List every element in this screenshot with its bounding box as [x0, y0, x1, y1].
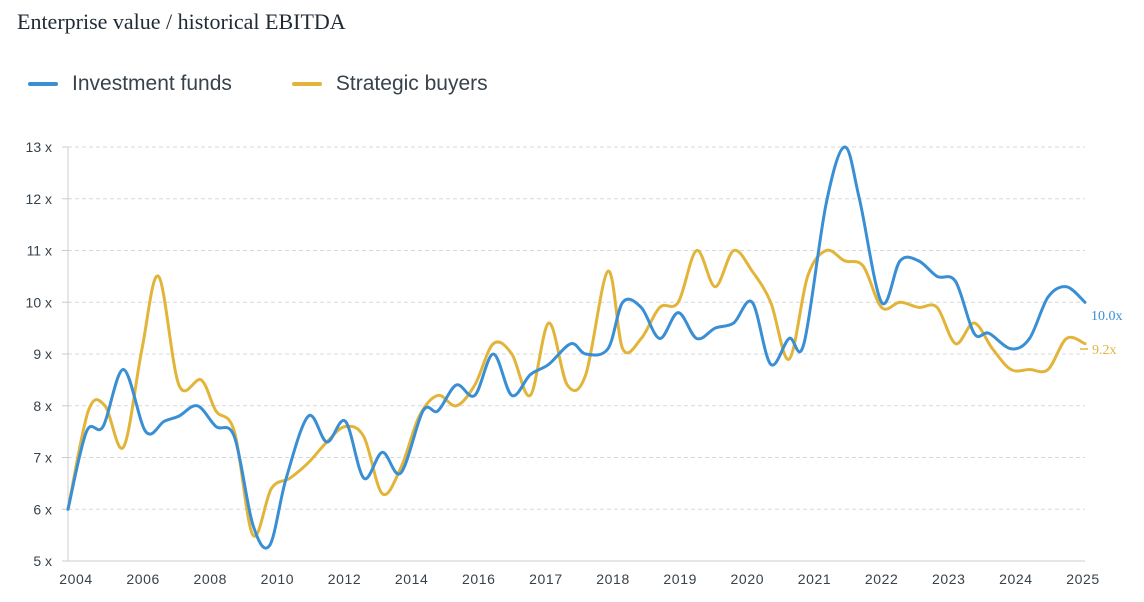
legend-label-investment-funds: Investment funds [72, 72, 232, 95]
legend-swatch-strategic-buyers [291, 82, 322, 86]
x-tick-label: 2025 [1066, 571, 1100, 587]
x-tick-label: 2022 [865, 571, 899, 587]
x-tick-label: 2014 [395, 571, 429, 587]
x-tick-label: 2012 [328, 571, 362, 587]
end-label-strategic-buyers: 9.2x [1092, 343, 1117, 358]
x-tick-label: 2020 [731, 571, 765, 587]
series-layer [66, 145, 1087, 550]
x-tick-label: 2018 [596, 571, 630, 587]
y-tick-label: 12 x [26, 191, 52, 207]
x-tick-label: 2006 [126, 571, 160, 587]
grid-layer [68, 146, 1085, 510]
series-line-investment-funds [66, 145, 1087, 550]
x-tick-label: 2019 [663, 571, 697, 587]
y-tick-label: 8 x [33, 398, 52, 414]
y-tick-label: 7 x [33, 450, 52, 466]
y-tick-label: 13 x [26, 139, 52, 155]
legend-item-strategic-buyers: Strategic buyers [291, 72, 488, 96]
x-tick-label: 2010 [261, 571, 295, 587]
x-tick-label: 2008 [193, 571, 227, 587]
x-tick-label: 2004 [59, 571, 93, 587]
series-line-strategic-buyers [66, 248, 1087, 538]
y-tick-label: 9 x [33, 346, 52, 362]
y-tick-label: 5 x [33, 553, 52, 569]
legend-label-strategic-buyers: Strategic buyers [335, 72, 488, 95]
x-tick-label: 2024 [999, 571, 1033, 587]
y-tick-label: 6 x [33, 501, 52, 517]
x-tick-label: 2016 [462, 571, 496, 587]
y-tick-label: 11 x [27, 243, 52, 259]
x-tick-label: 2017 [529, 571, 563, 587]
legend-item-investment-funds: Investment funds [28, 72, 232, 96]
label-layer: 10.0x 9.2x [1080, 309, 1123, 358]
end-label-investment-funds: 10.0x [1091, 309, 1123, 324]
y-tick-label: 10 x [26, 294, 52, 310]
legend: Investment funds Strategic buyers [28, 72, 548, 96]
legend-swatch-investment-funds [28, 82, 58, 86]
x-tick-label: 2021 [798, 571, 832, 587]
chart-title: Enterprise value / historical EBITDA [17, 9, 346, 34]
x-tick-label: 2023 [932, 571, 966, 587]
axis-layer: 5 x 6 x 7 x 8 x 9 x 10 x 11 x 12 x 13 x 2004 2006 2… [26, 139, 1100, 587]
